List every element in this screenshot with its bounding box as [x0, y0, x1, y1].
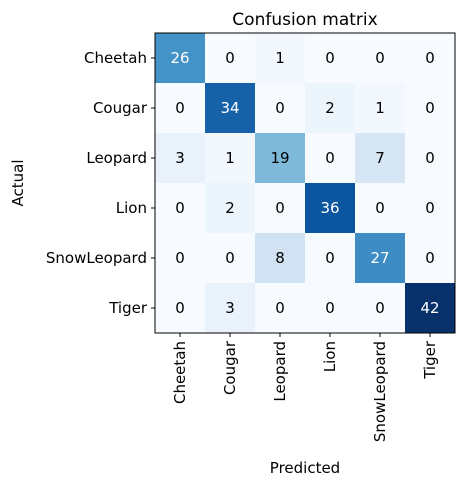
- x-tick-label: Cheetah: [171, 341, 189, 404]
- chart-title: Confusion matrix: [232, 10, 377, 30]
- y-tick-label: SnowLeopard: [46, 249, 147, 267]
- cell-value-label: 0: [275, 99, 285, 117]
- x-axis-ticks: Cheetah Cougar Leopard Lion SnowLeopard Tiger: [171, 333, 439, 442]
- cell-value-label: 0: [325, 149, 335, 167]
- cell-value-label: 0: [175, 199, 185, 217]
- y-tick-label: Cheetah: [84, 49, 147, 67]
- x-axis-label: Predicted: [270, 459, 340, 477]
- cell-value-label: 0: [425, 199, 435, 217]
- y-tick-label: Leopard: [86, 149, 147, 167]
- x-tick-label: Tiger: [421, 340, 439, 380]
- cell-value-label: 0: [425, 99, 435, 117]
- cell-value-label: 34: [220, 99, 239, 117]
- cell-value-label: 2: [225, 199, 235, 217]
- cell-value-label: 0: [425, 49, 435, 67]
- cell-value-label: 1: [275, 49, 285, 67]
- cell-value-label: 19: [270, 149, 289, 167]
- cell-value-label: 0: [325, 299, 335, 317]
- cell-value-label: 0: [375, 199, 385, 217]
- y-axis-ticks: Cheetah Cougar Leopard Lion SnowLeopard Tiger: [46, 49, 155, 317]
- cell-value-label: 0: [225, 249, 235, 267]
- x-tick-label: Cougar: [221, 340, 239, 395]
- cell-value-label: 0: [425, 249, 435, 267]
- cell-value-label: 1: [375, 99, 385, 117]
- cell-value-label: 3: [225, 299, 235, 317]
- cell-value-label: 42: [420, 299, 439, 317]
- cell-value-label: 2: [325, 99, 335, 117]
- cell-value-label: 26: [170, 49, 189, 67]
- x-tick-label: Lion: [321, 341, 339, 372]
- y-tick-label: Lion: [116, 199, 147, 217]
- y-axis-label: Actual: [9, 160, 27, 207]
- heatmap-cells: [155, 33, 456, 334]
- cell-value-label: 0: [375, 299, 385, 317]
- cell-value-label: 0: [425, 149, 435, 167]
- cell-value-label: 0: [375, 49, 385, 67]
- cell-value-label: 0: [175, 99, 185, 117]
- cell-value-label: 0: [325, 249, 335, 267]
- cell-value-label: 36: [320, 199, 339, 217]
- cell-value-label: 27: [370, 249, 389, 267]
- y-tick-label: Tiger: [108, 299, 148, 317]
- cell-value-label: 1: [225, 149, 235, 167]
- cell-value-label: 3: [175, 149, 185, 167]
- x-tick-label: Leopard: [271, 341, 289, 402]
- cell-value-label: 0: [325, 49, 335, 67]
- cell-value-label: 0: [275, 199, 285, 217]
- cell-value-label: 7: [375, 149, 385, 167]
- y-tick-label: Cougar: [93, 99, 148, 117]
- cell-value-label: 0: [175, 299, 185, 317]
- cell-value-label: 0: [225, 49, 235, 67]
- cell-value-label: 8: [275, 249, 285, 267]
- x-tick-label: SnowLeopard: [371, 341, 389, 442]
- cell-value-label: 0: [275, 299, 285, 317]
- cell-value-label: 0: [175, 249, 185, 267]
